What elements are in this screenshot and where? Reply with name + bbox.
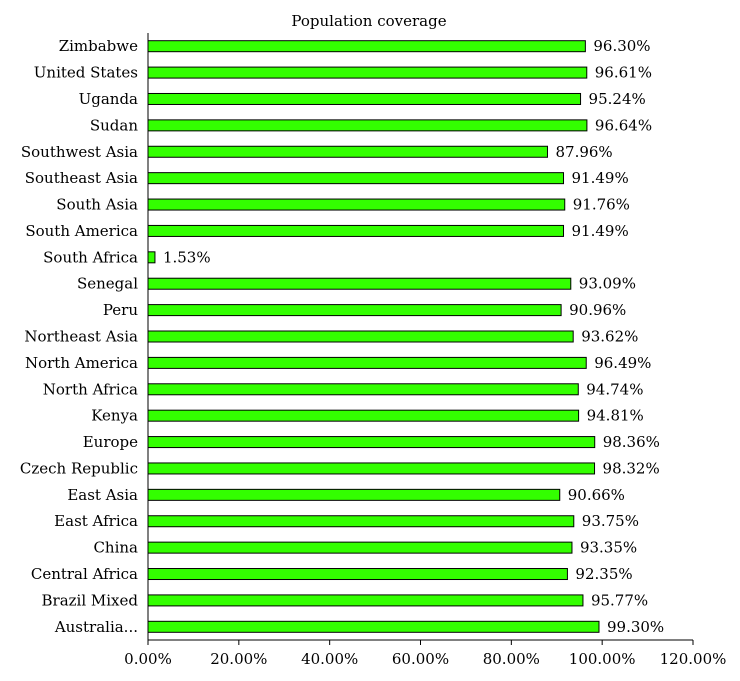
value-label: 91.49% (572, 222, 629, 240)
category-label: Peru (103, 301, 138, 319)
category-label: East Asia (67, 486, 138, 504)
value-label: 93.09% (579, 275, 636, 293)
bar (147, 568, 568, 581)
category-label: Czech Republic (20, 459, 138, 477)
value-label: 92.35% (575, 565, 632, 583)
x-tick-label: 0.00% (124, 650, 172, 668)
bar (147, 145, 548, 158)
value-label: 96.61% (595, 64, 652, 82)
category-label: South Africa (43, 248, 138, 266)
category-label: South America (25, 222, 138, 240)
x-tick-label: 100.00% (569, 650, 636, 668)
bar (147, 515, 575, 528)
bar (147, 383, 579, 396)
value-label: 1.53% (163, 248, 211, 266)
x-tick-label: 60.00% (392, 650, 449, 668)
category-label: Sudan (90, 116, 138, 134)
category-label: East Africa (54, 512, 138, 530)
category-label: North America (25, 354, 138, 372)
value-label: 87.96% (555, 143, 612, 161)
value-label: 96.30% (593, 37, 650, 55)
bar (147, 277, 572, 290)
value-label: 91.49% (572, 169, 629, 187)
x-ticks-group: 0.00% 20.00% 40.00% 60.00% 80.00% 100.00% 120.… (124, 640, 726, 668)
category-label: Australia... (54, 618, 138, 636)
bar (147, 594, 584, 607)
category-label: China (93, 539, 138, 557)
bar (147, 620, 600, 633)
x-tick-label: 120.00% (660, 650, 727, 668)
category-label: Southeast Asia (25, 169, 138, 187)
value-label: 96.64% (595, 116, 652, 134)
category-label: Brazil Mixed (42, 591, 139, 609)
bar (147, 40, 586, 53)
value-label: 93.35% (580, 539, 637, 557)
bar (147, 356, 587, 369)
category-label: Zimbabwe (59, 37, 138, 55)
category-label: South Asia (56, 196, 138, 214)
category-label: North Africa (43, 380, 138, 398)
x-tick-label: 40.00% (301, 650, 358, 668)
x-tick-label: 20.00% (210, 650, 267, 668)
bar (147, 119, 588, 132)
bar (147, 224, 565, 237)
value-labels-group: 96.30% 96.61% 95.24% 96.64% 87.96% 91.49% 91.7… (163, 37, 664, 636)
value-label: 93.75% (582, 512, 639, 530)
bar (147, 488, 561, 501)
category-label: Senegal (77, 275, 138, 293)
category-label: Europe (83, 433, 138, 451)
bar (147, 92, 582, 105)
category-label: Northeast Asia (24, 328, 138, 346)
value-label: 98.36% (603, 433, 660, 451)
value-label: 93.62% (581, 328, 638, 346)
bar (147, 462, 596, 475)
x-tick-label: 80.00% (483, 650, 540, 668)
value-label: 94.74% (586, 380, 643, 398)
category-label: United States (34, 64, 138, 82)
category-label: Uganda (79, 90, 138, 108)
value-label: 96.49% (594, 354, 651, 372)
value-label: 95.77% (591, 591, 648, 609)
value-label: 95.24% (589, 90, 646, 108)
bar (147, 251, 156, 264)
bar (147, 304, 562, 317)
bar (147, 66, 588, 79)
value-label: 90.96% (569, 301, 626, 319)
value-label: 90.66% (568, 486, 625, 504)
bar (147, 172, 565, 185)
bars-group (147, 40, 600, 633)
value-label: 98.32% (603, 459, 660, 477)
category-labels-group: Zimbabwe United States Uganda Sudan Southwes… (20, 37, 139, 636)
category-label: Central Africa (31, 565, 138, 583)
value-label: 99.30% (607, 618, 664, 636)
category-label: Southwest Asia (21, 143, 138, 161)
value-label: 91.76% (573, 196, 630, 214)
bar (147, 330, 574, 343)
bar (147, 436, 596, 449)
category-label: Kenya (91, 407, 138, 425)
bar (147, 409, 580, 422)
chart-title: Population coverage (291, 12, 446, 30)
value-label: 94.81% (587, 407, 644, 425)
bar (147, 198, 566, 211)
bar (147, 541, 573, 554)
